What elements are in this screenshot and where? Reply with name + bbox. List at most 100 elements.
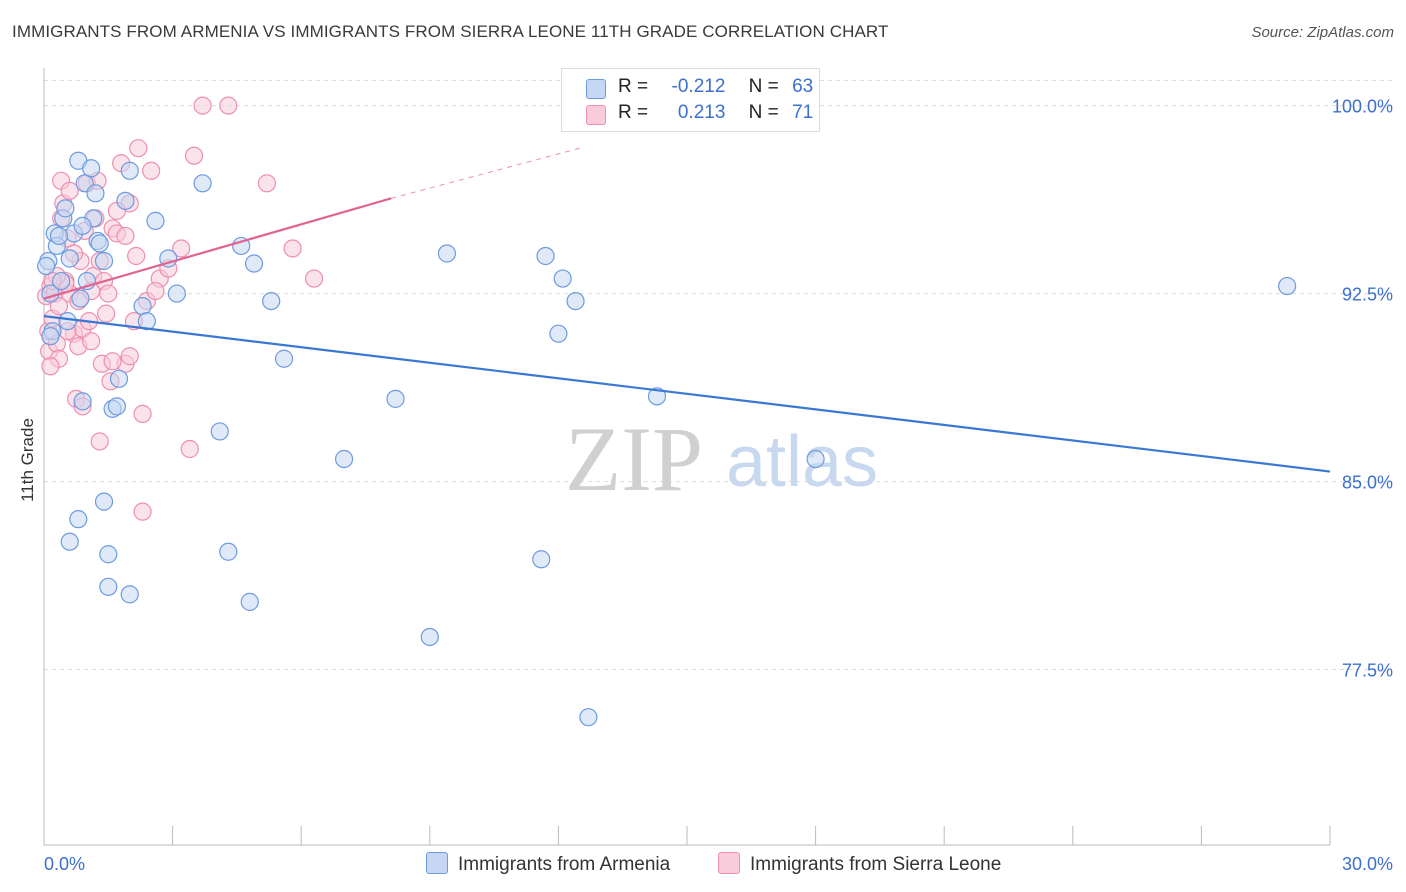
- armenia-point: [146, 211, 165, 230]
- armenia-point: [109, 369, 129, 388]
- x-tick-label: 30.0%: [1342, 854, 1393, 874]
- sierra-leone-point: [146, 281, 165, 301]
- sierra-leone-point: [129, 139, 148, 158]
- armenia-point: [120, 161, 139, 180]
- armenia-point: [73, 216, 92, 236]
- armenia-point: [56, 199, 75, 218]
- sierra-n-value: 71: [792, 102, 814, 123]
- armenia-point: [116, 191, 135, 210]
- armenia-point: [549, 324, 568, 343]
- sierra-leone-point: [193, 96, 212, 115]
- sierra-leone-point: [49, 297, 69, 316]
- bottom-armenia-swatch: [426, 852, 448, 874]
- watermark-zip: ZIP: [565, 408, 703, 510]
- armenia-point: [94, 492, 114, 511]
- source-label: Source: ZipAtlas.com: [1251, 24, 1394, 41]
- sierra-leone-point: [172, 239, 191, 258]
- armenia-trend-line: [43, 315, 1331, 473]
- armenia-point: [120, 585, 139, 604]
- grid-lines: [44, 80, 1392, 671]
- sierra-leone-trend-extension: [391, 147, 580, 199]
- sierra-leone-point: [133, 502, 152, 521]
- correlation-legend: R = -0.212 N = 63 R = 0.213 N = 71: [561, 68, 820, 132]
- trend-lines: [43, 147, 1331, 473]
- armenia-point: [420, 627, 439, 647]
- armenia-point: [58, 312, 77, 331]
- armenia-point: [99, 577, 118, 596]
- armenia-point: [60, 249, 79, 268]
- tick-labels: 100.0% 92.5% 85.0% 77.5% 0.0% 30.0%: [44, 97, 1393, 874]
- x-tick-label: 0.0%: [44, 854, 85, 874]
- armenia-point: [73, 392, 92, 411]
- sierra-leone-point: [116, 226, 135, 246]
- sierra-leone-point: [60, 181, 79, 200]
- y-tick-label: 85.0%: [1342, 473, 1393, 493]
- sierra-leone-point: [142, 161, 161, 180]
- armenia-point: [334, 449, 354, 469]
- armenia-point: [806, 449, 825, 469]
- armenia-point: [437, 244, 457, 263]
- sierra-leone-point: [184, 146, 204, 165]
- armenia-point: [240, 592, 259, 611]
- sierra-n-label: N =: [748, 102, 779, 123]
- bottom-armenia-label: Immigrants from Armenia: [458, 854, 671, 875]
- sierra-leone-point: [219, 96, 238, 115]
- armenia-point: [386, 389, 405, 408]
- sierra-leone-trend-line: [43, 197, 392, 300]
- armenia-point: [244, 254, 264, 273]
- bottom-legend-sierra: Immigrants from Sierra Leone: [718, 852, 1001, 876]
- armenia-point: [566, 292, 585, 311]
- sierra-leone-point: [120, 347, 139, 366]
- armenia-point: [82, 159, 101, 178]
- armenia-point: [274, 349, 294, 368]
- armenia-point: [219, 542, 238, 561]
- sierra-leone-point: [283, 239, 302, 258]
- armenia-point: [52, 271, 71, 291]
- armenia-point: [71, 289, 90, 308]
- axes: [43, 68, 1331, 846]
- armenia-point: [107, 397, 126, 416]
- sierra-leone-point: [257, 174, 277, 193]
- bottom-sierra-swatch: [718, 852, 740, 874]
- armenia-n-value: 63: [792, 76, 814, 97]
- sierra-r-label: R =: [618, 102, 649, 123]
- armenia-point: [41, 327, 60, 346]
- armenia-r-label: R =: [618, 76, 649, 97]
- armenia-point: [60, 532, 79, 551]
- armenia-point: [232, 236, 251, 256]
- armenia-point: [99, 545, 118, 564]
- bottom-sierra-label: Immigrants from Sierra Leone: [750, 854, 1002, 875]
- sierra-leone-point: [133, 404, 152, 423]
- armenia-point: [69, 510, 88, 529]
- sierra-swatch: [586, 105, 606, 125]
- armenia-point: [553, 269, 572, 288]
- sierra-leone-point: [90, 432, 109, 451]
- sierra-r-value: 0.213: [677, 102, 726, 123]
- armenia-swatch: [586, 79, 606, 99]
- chart-title: IMMIGRANTS FROM ARMENIA VS IMMIGRANTS FR…: [12, 22, 889, 41]
- armenia-point: [90, 234, 109, 253]
- sierra-leone-point: [99, 284, 118, 303]
- armenia-r-value: -0.212: [671, 76, 726, 97]
- sierra-leone-point: [82, 332, 101, 351]
- armenia-point: [579, 708, 598, 727]
- armenia-point: [532, 550, 551, 569]
- y-tick-label: 100.0%: [1332, 97, 1393, 117]
- sierra-leone-point: [127, 246, 146, 266]
- armenia-point: [210, 422, 229, 441]
- bottom-legend-armenia: Immigrants from Armenia: [426, 852, 670, 876]
- sierra-leone-point: [103, 352, 122, 371]
- sierra-leone-point: [180, 439, 199, 459]
- armenia-n-label: N =: [748, 76, 779, 97]
- sierra-leone-point: [97, 304, 116, 323]
- armenia-point: [262, 292, 281, 311]
- armenia-point: [133, 297, 152, 316]
- armenia-point: [86, 184, 105, 203]
- armenia-point: [647, 387, 667, 406]
- armenia-point: [167, 284, 186, 303]
- sierra-leone-point: [304, 269, 324, 288]
- watermark-atlas: atlas: [726, 422, 878, 502]
- armenia-point: [159, 249, 178, 268]
- y-axis-label: 11th Grade: [18, 418, 37, 502]
